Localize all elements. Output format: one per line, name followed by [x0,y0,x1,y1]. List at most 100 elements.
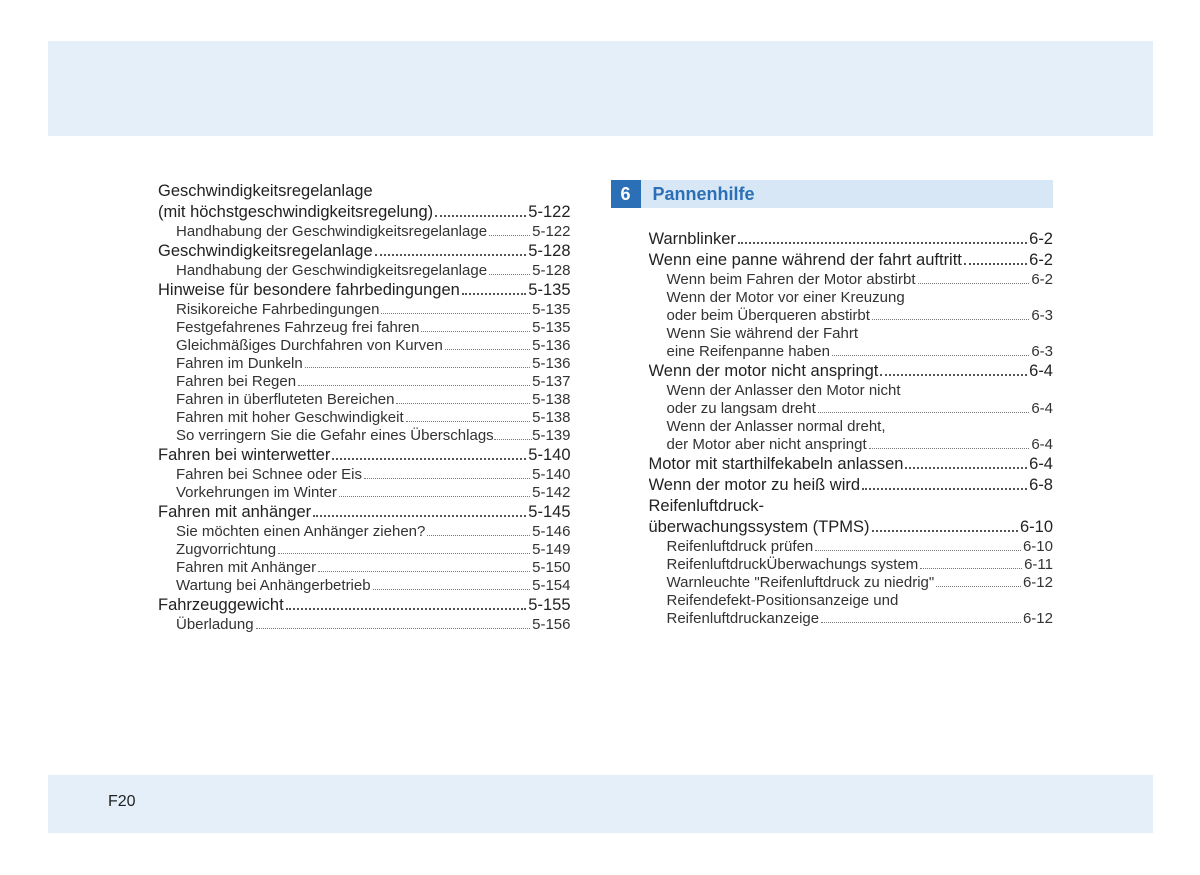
toc-page: 5-154 [532,577,570,594]
toc-page: 5-155 [528,596,570,615]
toc-entry-l1: Hinweise für besondere fahrbedingungen5-… [158,281,571,300]
toc-entry-l1: Geschwindigkeitsregelanlage [158,182,571,201]
toc-entry-l2: Risikoreiche Fahrbedingungen5-135 [158,301,571,318]
bottom-footer-band [48,775,1153,833]
toc-page: 6-10 [1023,538,1053,555]
toc-page: 6-3 [1031,307,1053,324]
toc-entry-l2: Fahren im Dunkeln5-136 [158,355,571,372]
toc-entry-l1: Fahrzeuggewicht5-155 [158,596,571,615]
toc-leader [421,322,530,333]
toc-leader [318,562,530,573]
toc-entry-l2: Festgefahrenes Fahrzeug frei fahren5-135 [158,319,571,336]
toc-label: Zugvorrichtung [176,541,276,558]
toc-entry-l1: Motor mit starthilfekabeln anlassen6-4 [649,455,1054,474]
toc-entry-l2: So verringern Sie die Gefahr eines Übers… [158,427,571,444]
page-number: F20 [108,793,136,811]
toc-entry-l2: Reifenluftdruck prüfen 6-10 [649,538,1054,555]
toc-page: 5-138 [532,391,570,408]
toc-entry-l2: Wenn der Anlasser normal dreht, [649,418,1054,435]
toc-page: 5-150 [532,559,570,576]
toc-entry-l1: überwachungssystem (TPMS) 6-10 [649,518,1054,537]
toc-leader [818,403,1030,414]
toc-leader [364,469,530,480]
toc-label: Fahren in überfluteten Bereichen [176,391,394,408]
toc-entry-l1: Geschwindigkeitsregelanlage5-128 [158,242,571,261]
toc-entry-l1: Reifenluftdruck- [649,497,1054,516]
toc-label: Handhabung der Geschwindigkeitsregelanla… [176,223,487,240]
toc-page: 5-140 [528,446,570,465]
toc-leader [406,412,531,423]
toc-content: Geschwindigkeitsregelanlage (mit höchstge… [48,180,1153,633]
toc-page: 6-10 [1020,518,1053,537]
toc-leader [332,448,526,460]
toc-label: Wenn beim Fahren der Motor abstirbt [667,271,916,288]
toc-label: Fahren im Dunkeln [176,355,303,372]
toc-leader [494,430,532,441]
toc-label: Fahren bei winterwetter [158,446,330,465]
toc-label: (mit höchstgeschwindigkeitsregelung) [158,203,433,222]
toc-page: 5-139 [532,427,570,444]
toc-page: 5-122 [532,223,570,240]
toc-leader [286,598,527,610]
toc-page: 6-12 [1023,610,1053,627]
toc-entry-l1: Wenn der motor zu heiß wird6-8 [649,476,1054,495]
toc-entry-l2: Fahren bei Regen5-137 [158,373,571,390]
toc-leader [339,487,530,498]
toc-page: 6-4 [1031,400,1053,417]
toc-entry-l1: Warnblinker6-2 [649,230,1054,249]
toc-label: überwachungssystem (TPMS) [649,518,870,537]
toc-entry-l2: Wenn der Motor vor einer Kreuzung [649,289,1054,306]
toc-entry-l1: Wenn eine panne während der fahrt auftri… [649,251,1054,270]
toc-page: 5-156 [532,616,570,633]
toc-label: Wenn Sie während der Fahrt [667,325,859,342]
toc-entry-l2: Zugvorrichtung5-149 [158,541,571,558]
toc-leader [489,265,530,276]
toc-leader [918,274,1030,285]
toc-label: oder beim Überqueren abstirbt [667,307,870,324]
toc-leader [435,205,526,217]
toc-label: Fahren mit anhänger [158,503,311,522]
toc-label: Wenn der Anlasser den Motor nicht [667,382,901,399]
left-column: Geschwindigkeitsregelanlage (mit höchstge… [48,180,601,633]
toc-page: 6-4 [1029,362,1053,381]
toc-leader [462,283,527,295]
toc-entry-l1: Wenn der motor nicht anspringt6-4 [649,362,1054,381]
toc-page: 6-3 [1031,343,1053,360]
toc-entry-l2: der Motor aber nicht anspringt6-4 [649,436,1054,453]
toc-page: 5-136 [532,337,570,354]
toc-entry-l2: Wartung bei Anhängerbetrieb 5-154 [158,577,571,594]
toc-page: 6-11 [1024,556,1053,573]
toc-label: Reifenluftdruck prüfen [667,538,814,555]
toc-entry-l2: Wenn der Anlasser den Motor nicht [649,382,1054,399]
toc-leader [920,559,1022,570]
toc-page: 6-2 [1031,271,1053,288]
toc-entry-l2: Reifenluftdruckanzeige 6-12 [649,610,1054,627]
toc-page: 5-122 [528,203,570,222]
toc-label: Wartung bei Anhängerbetrieb [176,577,371,594]
toc-page: 5-137 [532,373,570,390]
toc-label: Vorkehrungen im Winter [176,484,337,501]
toc-label: Wenn der Motor vor einer Kreuzung [667,289,905,306]
toc-leader [298,376,530,387]
toc-label: Fahren mit Anhänger [176,559,316,576]
toc-entry-l1: (mit höchstgeschwindigkeitsregelung) 5-12… [158,203,571,222]
toc-leader [445,340,530,351]
toc-page: 5-142 [532,484,570,501]
section-number: 6 [611,180,641,208]
toc-leader [872,310,1029,321]
toc-leader [489,226,530,237]
toc-label: ReifenluftdruckÜberwachungs system [667,556,919,573]
toc-leader [396,394,530,405]
toc-leader [305,358,530,369]
toc-page: 5-135 [532,301,570,318]
section-title: Pannenhilfe [641,180,1054,208]
toc-entry-l2: Fahren in überfluteten Bereichen 5-138 [158,391,571,408]
toc-leader [872,520,1018,532]
toc-leader [815,541,1021,552]
toc-label: Reifenluftdruck- [649,497,765,516]
toc-label: Reifenluftdruckanzeige [667,610,820,627]
toc-leader [375,244,527,256]
toc-leader [862,478,1027,490]
toc-label: eine Reifenpanne haben [667,343,830,360]
toc-entry-l2: Fahren mit hoher Geschwindigkeit5-138 [158,409,571,426]
